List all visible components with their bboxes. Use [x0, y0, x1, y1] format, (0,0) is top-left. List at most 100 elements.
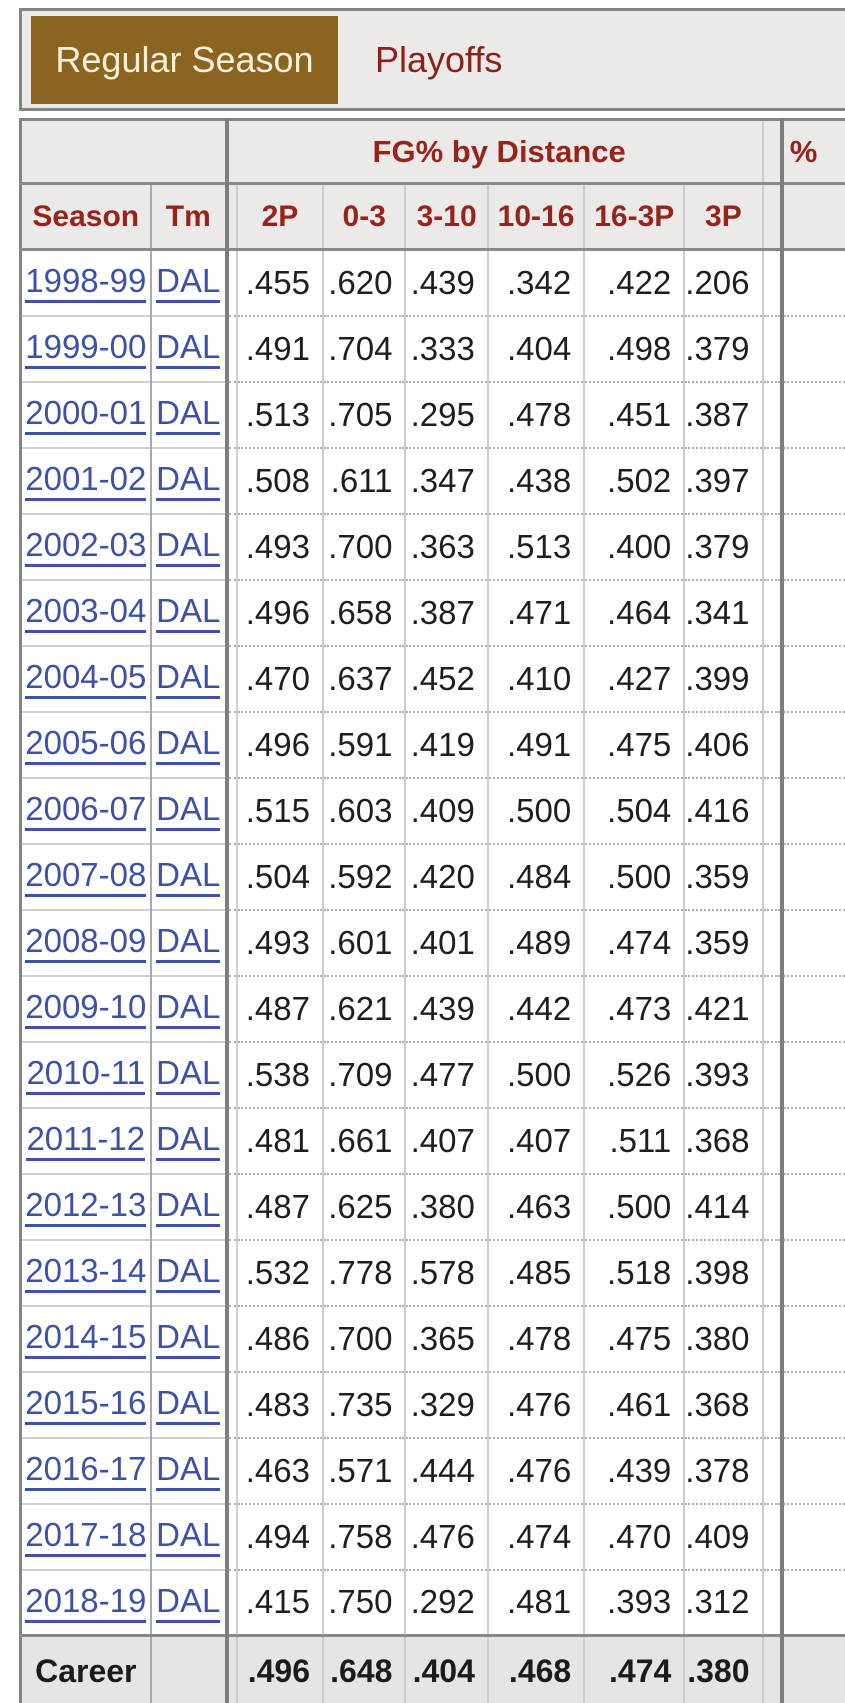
- season-link[interactable]: 2011-12: [26, 1120, 146, 1162]
- spacer-cell: [761, 1238, 782, 1306]
- spacer-cell: [761, 314, 782, 382]
- tab-playoffs[interactable]: Playoffs: [375, 38, 503, 80]
- team-link[interactable]: DAL: [156, 592, 221, 634]
- spacer-cell: [761, 776, 782, 844]
- stat-cell: .421: [683, 974, 763, 1042]
- season-link[interactable]: 1999-00: [25, 328, 147, 370]
- stat-cell: .439: [583, 1436, 685, 1504]
- stat-cell: .387: [683, 380, 763, 448]
- stat-cell: .700: [321, 1304, 406, 1372]
- table-row: 1998-99 DAL .455.620.439.342.422.206: [20, 249, 845, 316]
- stat-cell: .452: [404, 644, 488, 712]
- team-link[interactable]: DAL: [156, 262, 221, 304]
- team-link[interactable]: DAL: [156, 1186, 221, 1228]
- season-link[interactable]: 2014-15: [25, 1318, 147, 1360]
- team-link[interactable]: DAL: [156, 988, 221, 1030]
- stat-cell: .611: [321, 446, 406, 514]
- team-link[interactable]: DAL: [156, 1384, 221, 1426]
- col-header-next-clipped: [779, 183, 845, 251]
- stat-cell: .486: [235, 1304, 323, 1372]
- stat-cell: .206: [683, 249, 763, 316]
- team-cell: DAL: [149, 644, 227, 712]
- season-link[interactable]: 2009-10: [25, 988, 147, 1030]
- team-cell: DAL: [149, 974, 227, 1042]
- stat-cell: .477: [404, 1040, 488, 1108]
- stat-cell: .513: [235, 380, 323, 448]
- season-link[interactable]: 2004-05: [25, 658, 147, 700]
- stat-cell: .491: [486, 710, 585, 778]
- team-link[interactable]: DAL: [156, 1252, 221, 1294]
- spacer-cell: [761, 578, 782, 646]
- stat-cell: .464: [583, 578, 685, 646]
- stat-cell: .393: [683, 1040, 763, 1108]
- team-cell: DAL: [149, 842, 227, 910]
- season-link[interactable]: 2018-19: [25, 1582, 147, 1623]
- team-link[interactable]: DAL: [156, 328, 221, 370]
- season-link[interactable]: 2005-06: [25, 724, 147, 766]
- next-group-clipped-cell: [779, 644, 845, 712]
- stat-cell: .409: [683, 1502, 763, 1570]
- season-link[interactable]: 2010-11: [26, 1054, 146, 1096]
- stat-cell: .463: [486, 1172, 585, 1240]
- stat-cell: .476: [486, 1370, 585, 1438]
- table-row: 2002-03 DAL .493.700.363.513.400.379: [20, 512, 845, 580]
- season-link[interactable]: 2008-09: [25, 922, 147, 964]
- stat-cell: .704: [321, 314, 406, 382]
- team-link[interactable]: DAL: [156, 1516, 221, 1558]
- season-link[interactable]: 2002-03: [25, 526, 147, 568]
- stat-cell: .478: [486, 1304, 585, 1372]
- team-link[interactable]: DAL: [156, 724, 221, 766]
- stat-cell: .475: [583, 710, 685, 778]
- stat-cell: .476: [404, 1502, 488, 1570]
- team-link[interactable]: DAL: [156, 658, 221, 700]
- season-cell: 1998-99: [20, 249, 151, 316]
- season-link[interactable]: 2006-07: [25, 790, 147, 832]
- tab-regular-season[interactable]: Regular Season: [31, 15, 338, 104]
- season-link[interactable]: 2003-04: [25, 592, 147, 634]
- team-link[interactable]: DAL: [156, 922, 221, 964]
- season-cell: 2003-04: [20, 578, 151, 646]
- season-link[interactable]: 1998-99: [25, 262, 147, 304]
- stat-cell: .359: [683, 842, 763, 910]
- team-link[interactable]: DAL: [156, 526, 221, 568]
- stat-cell: .399: [683, 644, 763, 712]
- team-link[interactable]: DAL: [156, 790, 221, 832]
- stat-cell: .496: [235, 578, 323, 646]
- spacer-cell: [761, 183, 782, 251]
- spacer-cell: [761, 446, 782, 514]
- stat-cell: .312: [683, 1568, 763, 1636]
- career-stat-cell: .380: [683, 1634, 763, 1703]
- team-link[interactable]: DAL: [156, 394, 221, 436]
- team-link[interactable]: DAL: [156, 1318, 221, 1360]
- team-cell: DAL: [149, 380, 227, 448]
- spacer-cell: [225, 974, 237, 1042]
- stat-cell: .493: [235, 512, 323, 580]
- next-group-clipped-cell: [779, 1568, 845, 1636]
- table-row: 2008-09 DAL .493.601.401.489.474.359: [20, 908, 845, 976]
- spacer-cell: [225, 512, 237, 580]
- team-cell: DAL: [149, 1568, 227, 1636]
- stat-cell: .329: [404, 1370, 488, 1438]
- team-link[interactable]: DAL: [156, 1582, 221, 1623]
- team-link[interactable]: DAL: [156, 460, 221, 502]
- next-group-clipped-cell: [779, 908, 845, 976]
- career-stat-cell: .648: [321, 1634, 406, 1703]
- season-link[interactable]: 2013-14: [25, 1252, 147, 1294]
- stat-cell: .416: [683, 776, 763, 844]
- season-link[interactable]: 2001-02: [25, 460, 147, 502]
- team-link[interactable]: DAL: [156, 856, 221, 898]
- season-link[interactable]: 2012-13: [25, 1186, 147, 1228]
- career-next-clipped: [779, 1634, 845, 1703]
- team-link[interactable]: DAL: [156, 1054, 221, 1096]
- team-link[interactable]: DAL: [156, 1450, 221, 1492]
- season-link[interactable]: 2007-08: [25, 856, 147, 898]
- season-link[interactable]: 2016-17: [25, 1450, 147, 1492]
- season-cell: 2017-18: [20, 1502, 151, 1570]
- team-link[interactable]: DAL: [156, 1120, 221, 1162]
- season-link[interactable]: 2015-16: [25, 1384, 147, 1426]
- season-link[interactable]: 2017-18: [25, 1516, 147, 1558]
- spacer-cell: [761, 842, 782, 910]
- season-link[interactable]: 2000-01: [25, 394, 147, 436]
- stat-cell: .414: [683, 1172, 763, 1240]
